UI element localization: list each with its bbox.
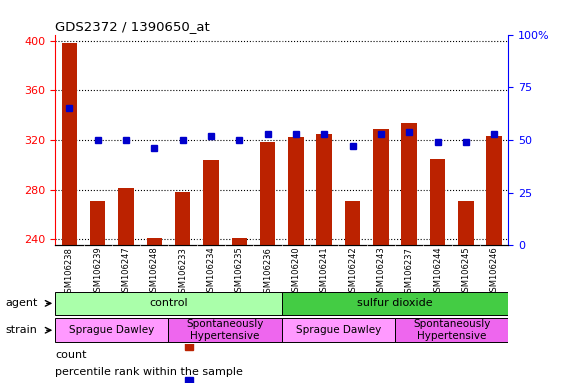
Text: Sprague Dawley: Sprague Dawley — [296, 325, 381, 335]
Bar — [282, 291, 508, 315]
Text: GSM106233: GSM106233 — [178, 247, 187, 298]
Text: Spontaneously
Hypertensive: Spontaneously Hypertensive — [413, 319, 490, 341]
Text: agent: agent — [6, 298, 38, 308]
Bar — [260, 142, 275, 245]
Bar — [231, 238, 247, 245]
Bar — [62, 43, 77, 245]
Text: percentile rank within the sample: percentile rank within the sample — [55, 367, 243, 377]
Bar — [55, 291, 282, 315]
Text: GSM106240: GSM106240 — [292, 247, 300, 297]
Bar — [345, 201, 360, 245]
Text: GSM106247: GSM106247 — [121, 247, 131, 298]
Text: GSM106248: GSM106248 — [150, 247, 159, 298]
Bar — [486, 136, 502, 245]
Bar — [175, 192, 191, 245]
Bar — [168, 318, 282, 342]
Bar — [203, 160, 219, 245]
Bar — [90, 201, 106, 245]
Bar — [373, 129, 389, 245]
Bar — [288, 137, 304, 245]
Text: GSM106234: GSM106234 — [206, 247, 216, 298]
Bar — [395, 318, 508, 342]
Text: control: control — [149, 298, 188, 308]
Text: GSM106244: GSM106244 — [433, 247, 442, 297]
Text: sulfur dioxide: sulfur dioxide — [357, 298, 433, 308]
Text: GSM106235: GSM106235 — [235, 247, 244, 298]
Text: Sprague Dawley: Sprague Dawley — [69, 325, 155, 335]
Text: GSM106242: GSM106242 — [348, 247, 357, 297]
Text: count: count — [55, 350, 87, 360]
Bar — [458, 201, 474, 245]
Bar — [317, 134, 332, 245]
Bar — [118, 188, 134, 245]
Bar — [55, 318, 168, 342]
Bar — [401, 122, 417, 245]
Text: GSM106237: GSM106237 — [405, 247, 414, 298]
Text: GSM106239: GSM106239 — [93, 247, 102, 298]
Text: Spontaneously
Hypertensive: Spontaneously Hypertensive — [187, 319, 264, 341]
Text: GSM106246: GSM106246 — [490, 247, 498, 298]
Text: GSM106245: GSM106245 — [461, 247, 471, 297]
Bar — [282, 318, 395, 342]
Bar — [146, 238, 162, 245]
Text: GSM106241: GSM106241 — [320, 247, 329, 297]
Bar — [430, 159, 446, 245]
Text: strain: strain — [6, 325, 38, 335]
Text: GSM106238: GSM106238 — [65, 247, 74, 298]
Text: GSM106243: GSM106243 — [376, 247, 385, 298]
Text: GDS2372 / 1390650_at: GDS2372 / 1390650_at — [55, 20, 210, 33]
Text: GSM106236: GSM106236 — [263, 247, 272, 298]
